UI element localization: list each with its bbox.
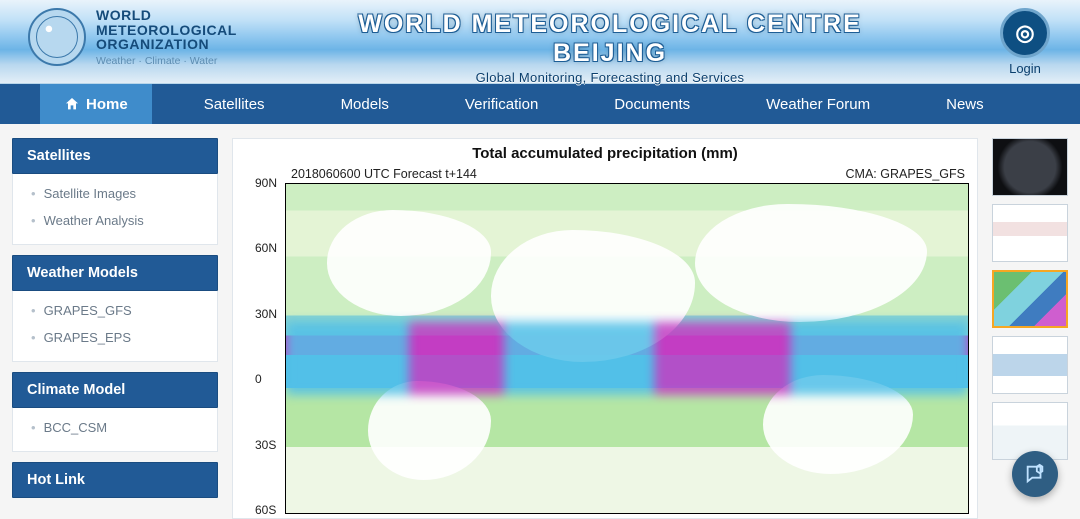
nav-item-label: Documents	[614, 96, 690, 113]
wmo-tagline: Weather · Climate · Water	[96, 55, 237, 67]
site-subtitle: Global Monitoring, Forecasting and Servi…	[340, 70, 880, 85]
chart-ytick: 60N	[255, 241, 277, 255]
wmo-name-line1: WORLD	[96, 8, 237, 23]
feedback-button[interactable]	[1012, 451, 1058, 497]
main-nav: Home Satellites Models Verification Document…	[0, 84, 1080, 124]
sidebar-item[interactable]: BCC_CSM	[13, 414, 217, 441]
sidebar-item[interactable]: GRAPES_EPS	[13, 324, 217, 351]
top-banner: WORLD METEOROLOGICAL ORGANIZATION Weathe…	[0, 0, 1080, 84]
chart-ytick: 30N	[255, 307, 277, 321]
nav-item-label: Weather Forum	[766, 96, 870, 113]
thumbnail[interactable]	[992, 270, 1068, 328]
thumbnail[interactable]	[992, 138, 1068, 196]
nav-item-label: Models	[341, 96, 389, 113]
login-link[interactable]: Login	[1009, 61, 1041, 76]
chart-ytick: 90N	[255, 176, 277, 190]
home-icon	[64, 96, 80, 112]
chart-map[interactable]	[285, 183, 969, 514]
sidebar-section-title[interactable]: Weather Models	[12, 255, 218, 291]
chart-ytick: 0	[255, 372, 262, 386]
wmo-block: WORLD METEOROLOGICAL ORGANIZATION Weathe…	[28, 8, 237, 67]
main-chart-panel: Total accumulated precipitation (mm) 201…	[232, 138, 978, 519]
nav-item-models[interactable]: Models	[317, 84, 413, 124]
nav-item-home[interactable]: Home	[40, 84, 152, 124]
chart-title: Total accumulated precipitation (mm)	[241, 145, 969, 162]
sidebar-item[interactable]: Weather Analysis	[13, 207, 217, 234]
chart-ytick: 30S	[255, 438, 276, 452]
nav-item-documents[interactable]: Documents	[590, 84, 714, 124]
sidebar-item[interactable]: GRAPES_GFS	[13, 297, 217, 324]
sidebar-section-title[interactable]: Satellites	[12, 138, 218, 174]
feedback-icon	[1024, 463, 1046, 485]
chart-subtitle-right: CMA: GRAPES_GFS	[846, 167, 965, 181]
sidebar-section-body: GRAPES_GFSGRAPES_EPS	[12, 291, 218, 362]
thumbnail[interactable]	[992, 336, 1068, 394]
chart-ytick: 60S	[255, 503, 276, 517]
sidebar-section-body: BCC_CSM	[12, 408, 218, 452]
site-title-block: WORLD METEOROLOGICAL CENTRE BEIJING Glob…	[340, 10, 880, 85]
wmo-text: WORLD METEOROLOGICAL ORGANIZATION Weathe…	[96, 8, 237, 67]
nav-item-label: Verification	[465, 96, 538, 113]
wmo-name-line2: METEOROLOGICAL	[96, 23, 237, 38]
nav-item-verification[interactable]: Verification	[441, 84, 562, 124]
nav-item-label: News	[946, 96, 984, 113]
sidebar-section-title[interactable]: Climate Model	[12, 372, 218, 408]
nav-item-satellites[interactable]: Satellites	[180, 84, 289, 124]
nav-item-weather-forum[interactable]: Weather Forum	[742, 84, 894, 124]
sidebar: SatellitesSatellite ImagesWeather Analys…	[12, 138, 218, 519]
nav-item-news[interactable]: News	[922, 84, 1008, 124]
wmo-logo-icon	[28, 8, 86, 66]
site-title: WORLD METEOROLOGICAL CENTRE BEIJING	[340, 10, 880, 68]
wmo-name-line3: ORGANIZATION	[96, 37, 237, 52]
chart-subtitle-left: 2018060600 UTC Forecast t+144	[291, 167, 477, 181]
thumbnail[interactable]	[992, 204, 1068, 262]
sidebar-section-title[interactable]: Hot Link	[12, 462, 218, 498]
content-row: SatellitesSatellite ImagesWeather Analys…	[0, 124, 1080, 519]
cma-logo-icon: ◎	[1000, 8, 1050, 58]
sidebar-section-body: Satellite ImagesWeather Analysis	[12, 174, 218, 245]
sidebar-item[interactable]: Satellite Images	[13, 180, 217, 207]
banner-right: ◎ Login	[1000, 8, 1050, 78]
nav-item-label: Satellites	[204, 96, 265, 113]
nav-item-label: Home	[86, 96, 128, 113]
